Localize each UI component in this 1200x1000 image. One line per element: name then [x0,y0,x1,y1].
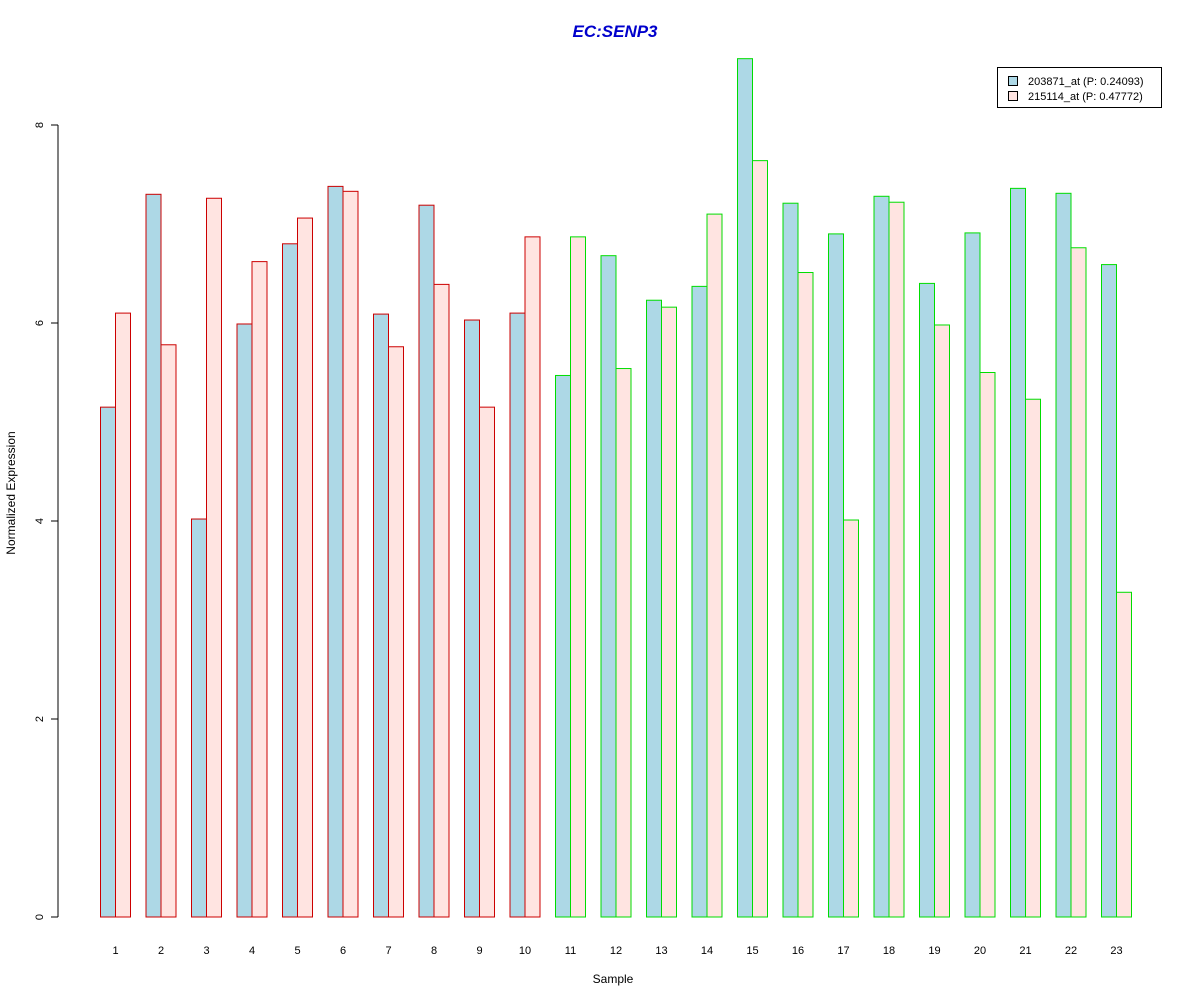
x-tick-label: 21 [1019,945,1031,957]
x-axis-label: Sample [593,972,634,986]
bar-series1-sample-4 [236,323,253,918]
bar-series2-sample-12 [615,368,632,918]
bar-series2-sample-23 [1116,591,1132,918]
x-tick-label: 11 [565,945,576,957]
x-tick-label: 16 [792,945,804,957]
bar-series1-sample-2 [145,193,162,918]
bar-series1-sample-19 [919,282,935,918]
x-tick-label: 14 [701,945,713,957]
x-axis-tick-labels: 1 2 3 4 5 6 7 8 9 10 11 12 13 14 15 16 17 18 19 20 21 22 23 [112,945,1122,957]
bar-series2-sample-6 [342,190,359,918]
bar-series2-sample-8 [433,283,450,918]
x-tick-label: 22 [1065,945,1077,957]
bar-series1-sample-9 [464,319,480,918]
x-tick-label: 12 [610,945,622,957]
x-tick-label: 9 [476,945,482,957]
bar-series1-sample-22 [1055,192,1072,918]
legend-swatch [1008,76,1018,86]
bar-series1-sample-17 [828,233,844,918]
bar-series2-sample-17 [843,519,859,918]
legend-label: 203871_at (P: 0.24093) [1028,76,1144,88]
bar-series1-sample-21 [1010,187,1026,918]
y-tick-label: 4 [34,518,46,524]
bar-series1-sample-11 [555,374,571,918]
legend: 203871_at (P: 0.24093) 215114_at (P: 0.47… [997,67,1162,108]
y-axis-label: Normalized Expression [4,431,18,554]
bars-group [100,58,1132,918]
bar-series2-sample-18 [888,201,905,918]
x-tick-label: 3 [203,945,209,957]
bar-series2-sample-7 [388,346,404,918]
bar-series1-sample-6 [327,185,344,918]
bar-series1-sample-5 [282,243,298,918]
chart-title: EC:SENP3 [572,22,658,41]
bar-series2-sample-22 [1070,247,1087,918]
bar-series1-sample-13 [646,299,662,918]
x-tick-label: 2 [158,945,164,957]
legend-swatch [1008,91,1018,101]
x-tick-label: 20 [974,945,986,957]
y-axis: 0 2 4 6 8 [34,122,59,920]
x-tick-label: 19 [928,945,940,957]
bar-series1-sample-23 [1101,264,1117,918]
bar-series2-sample-13 [661,306,677,918]
bar-series1-sample-15 [737,58,753,918]
bar-series2-sample-20 [979,372,996,918]
x-tick-label: 13 [655,945,667,957]
bar-series1-sample-12 [600,255,617,918]
x-tick-label: 23 [1110,945,1122,957]
bar-series1-sample-16 [782,202,799,918]
bar-series1-sample-20 [964,232,981,918]
x-tick-label: 4 [249,945,255,957]
y-tick-label: 2 [34,716,46,722]
y-tick-label: 8 [34,122,46,128]
y-tick-label: 0 [34,914,46,920]
bar-series1-sample-10 [509,312,526,918]
x-tick-label: 10 [519,945,531,957]
x-tick-label: 18 [883,945,895,957]
legend-box [997,67,1162,108]
bar-series1-sample-14 [691,285,708,918]
bar-series2-sample-11 [570,236,586,918]
bar-series1-sample-7 [373,313,389,918]
bar-series1-sample-3 [191,518,207,918]
legend-label: 215114_at (P: 0.47772) [1028,91,1143,103]
bar-series2-sample-1 [115,312,131,918]
bar-series2-sample-16 [797,272,814,918]
y-tick-label: 6 [34,320,46,326]
bar-series2-sample-5 [297,217,313,918]
x-tick-label: 7 [385,945,391,957]
bar-series2-sample-21 [1025,398,1041,918]
bar-series2-sample-3 [206,197,222,918]
bar-series2-sample-10 [524,236,541,918]
bar-series2-sample-14 [706,213,723,918]
bar-series2-sample-9 [479,406,495,918]
bar-series2-sample-15 [752,160,768,918]
x-tick-label: 1 [112,945,118,957]
bar-series1-sample-1 [100,406,116,918]
x-tick-label: 6 [340,945,346,957]
bar-series1-sample-8 [418,204,435,918]
x-tick-label: 17 [837,945,849,957]
bar-series2-sample-19 [934,324,950,918]
bar-series2-sample-4 [251,261,268,918]
bar-series1-sample-18 [873,195,890,918]
x-tick-label: 8 [431,945,437,957]
x-tick-label: 15 [746,945,758,957]
x-tick-label: 5 [294,945,300,957]
bar-series2-sample-2 [160,344,177,918]
